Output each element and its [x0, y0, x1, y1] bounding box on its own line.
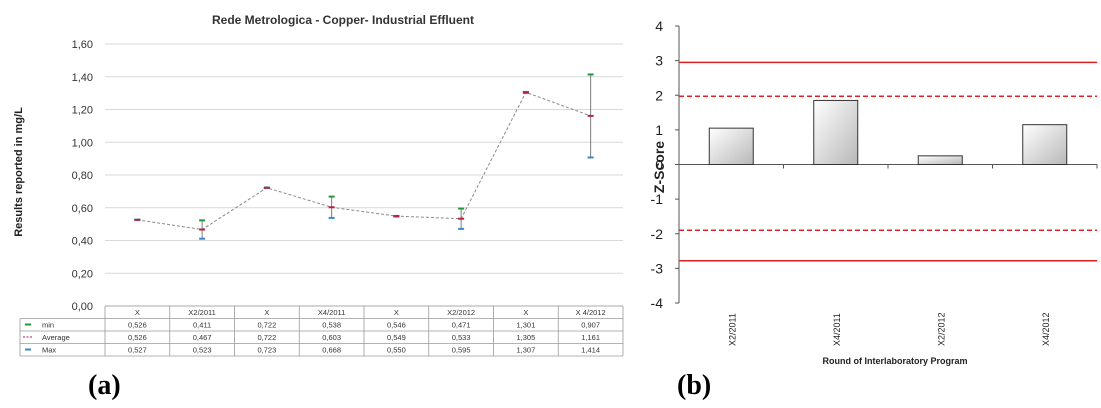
- panel-label-b: (b): [677, 370, 712, 401]
- y-tick-label: 2: [655, 87, 663, 103]
- average-trend-line: [137, 91, 591, 231]
- y-tick-label: 1: [655, 122, 663, 138]
- y-tick-label: 1,20: [72, 105, 93, 117]
- data-label: 0,538: [322, 321, 341, 330]
- data-label: 0,722: [257, 333, 276, 342]
- data-label: 1,161: [581, 333, 600, 342]
- data-label: 0,722: [257, 321, 276, 330]
- data-label: 0,526: [128, 333, 147, 342]
- x-category-label: X: [523, 308, 528, 317]
- y-tick-label: -2: [651, 226, 664, 242]
- x-category-label: X: [135, 308, 140, 317]
- y-tick-label: -1: [651, 191, 664, 207]
- data-label: 0,533: [452, 333, 471, 342]
- data-label: 0,723: [257, 346, 276, 355]
- chart-a-title: Rede Metrologica - Copper- Industrial Ef…: [212, 13, 474, 27]
- z-score-bar: [813, 99, 859, 165]
- data-label: 1,307: [516, 346, 535, 355]
- y-tick-label: 0,40: [72, 236, 93, 248]
- x-category-label: X2/2012: [936, 312, 946, 346]
- y-tick-label: 1,40: [72, 72, 93, 84]
- z-score-bar: [917, 155, 963, 165]
- panel-label-a: (a): [88, 370, 121, 401]
- y-tick-label: 4: [655, 18, 663, 34]
- x-category-label: X2/2011: [727, 313, 737, 346]
- legend-label: min: [42, 321, 54, 330]
- y-tick-label: 0: [655, 157, 663, 173]
- x-category-label: X4/2012: [1041, 312, 1051, 346]
- data-label: 0,523: [193, 346, 212, 355]
- data-label: 0,603: [322, 333, 341, 342]
- data-label: 1,301: [516, 321, 535, 330]
- y-tick-label: 1,00: [72, 137, 93, 149]
- x-category-label: X2/2011: [188, 308, 215, 317]
- x-category-label: X 4/2012: [576, 308, 606, 317]
- data-label: 0,546: [387, 321, 406, 330]
- data-label: 0,595: [452, 346, 471, 355]
- y-tick-label: 0,20: [72, 268, 93, 280]
- chart-b-xlabel: Round of Interlaboratory Program: [822, 356, 967, 366]
- x-category-label: X2/2012: [447, 308, 475, 317]
- data-label: 0,550: [387, 346, 406, 355]
- data-label: 0,549: [387, 333, 406, 342]
- data-label: 0,527: [128, 346, 147, 355]
- x-category-label: X: [394, 308, 399, 317]
- data-label: 1,305: [516, 333, 535, 342]
- legend-label: Max: [42, 346, 56, 355]
- chart-a: Rede Metrologica - Copper- Industrial Ef…: [13, 13, 624, 357]
- chart-b-ylabel: Z-Score: [651, 141, 667, 193]
- data-label: 0,467: [193, 333, 212, 342]
- data-label: 1,414: [581, 346, 600, 355]
- data-label: 0,907: [581, 321, 600, 330]
- data-label: 0,668: [322, 346, 341, 355]
- y-tick-label: 3: [655, 53, 663, 69]
- y-tick-label: 0,60: [72, 203, 93, 215]
- y-tick-label: 0,80: [72, 170, 93, 182]
- y-tick-label: -3: [651, 260, 664, 276]
- y-tick-label: 0,00: [72, 301, 93, 313]
- data-label: 0,526: [128, 321, 147, 330]
- chart-b: Z-Score Round of Interlaboratory Program…: [651, 18, 1098, 366]
- data-label: 0,471: [452, 321, 471, 330]
- x-category-label: X4/2011: [832, 313, 842, 346]
- x-category-label: X4/2011: [318, 308, 345, 317]
- legend-label: Average: [42, 333, 70, 342]
- y-tick-label: -4: [651, 295, 664, 311]
- data-label: 0,411: [193, 321, 211, 330]
- x-category-label: X: [264, 308, 269, 317]
- y-tick-label: 1,60: [72, 39, 93, 51]
- z-score-bar: [1022, 124, 1068, 165]
- chart-a-ylabel: Results reported in mg/L: [13, 107, 25, 237]
- z-score-bar: [708, 127, 754, 166]
